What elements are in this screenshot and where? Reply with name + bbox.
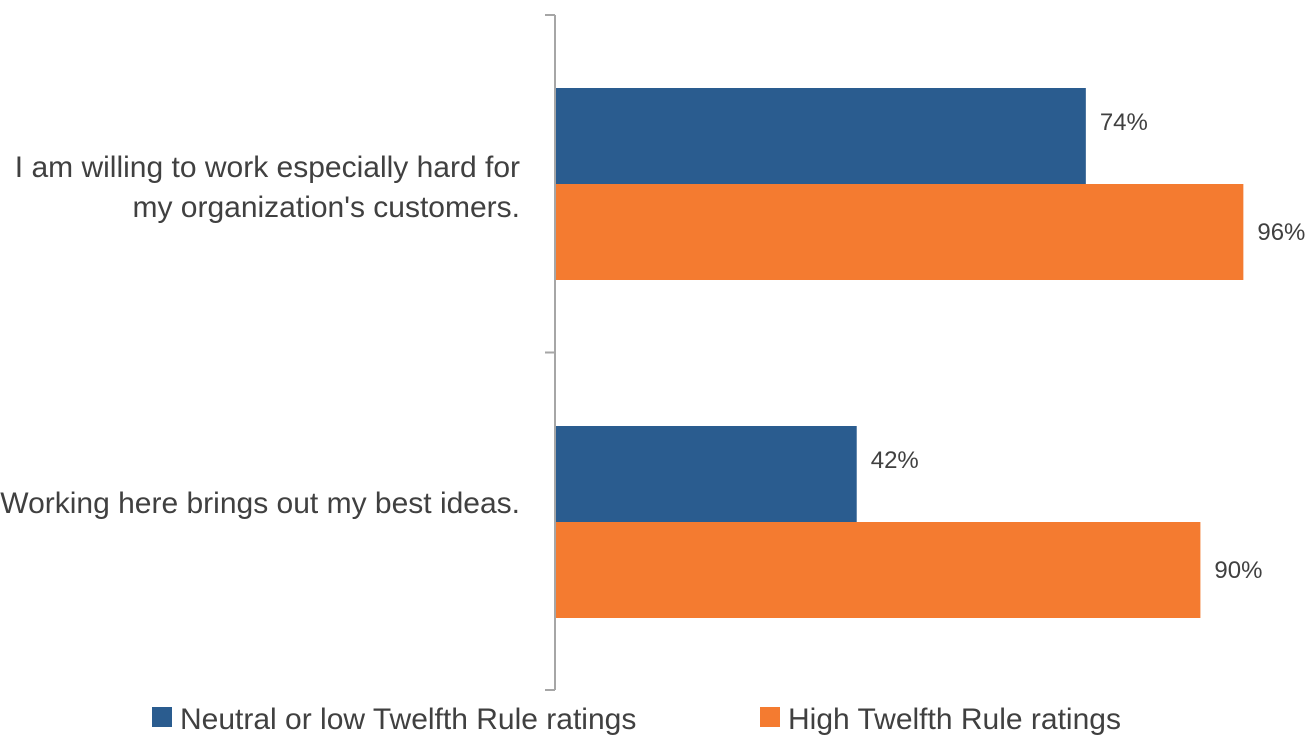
data-label-high-0: 96% xyxy=(1257,219,1305,246)
data-label-neutral-0: 74% xyxy=(1100,109,1148,136)
legend-swatch-neutral xyxy=(152,707,172,727)
bar-neutral-0 xyxy=(556,88,1086,184)
bars xyxy=(556,88,1244,618)
y-axis xyxy=(545,14,556,691)
category-label-best-ideas: Working here brings out my best ideas. xyxy=(0,487,520,520)
bar-high-1 xyxy=(556,522,1201,618)
legend: Neutral or low Twelfth Rule ratings High… xyxy=(0,700,1310,739)
category-label-customers: I am willing to work especially hard for… xyxy=(14,151,520,224)
legend-label-high: High Twelfth Rule ratings xyxy=(788,703,1121,736)
data-label-high-1: 90% xyxy=(1214,557,1262,584)
legend-label-neutral: Neutral or low Twelfth Rule ratings xyxy=(180,703,637,736)
data-labels: 74% 96% 42% 90% xyxy=(871,109,1306,584)
legend-swatch-high xyxy=(760,707,780,727)
bar-high-0 xyxy=(556,184,1244,280)
legend-item-high: High Twelfth Rule ratings xyxy=(760,700,1121,739)
data-label-neutral-1: 42% xyxy=(871,447,919,474)
bar-neutral-1 xyxy=(556,426,857,522)
legend-item-neutral: Neutral or low Twelfth Rule ratings xyxy=(152,700,636,739)
